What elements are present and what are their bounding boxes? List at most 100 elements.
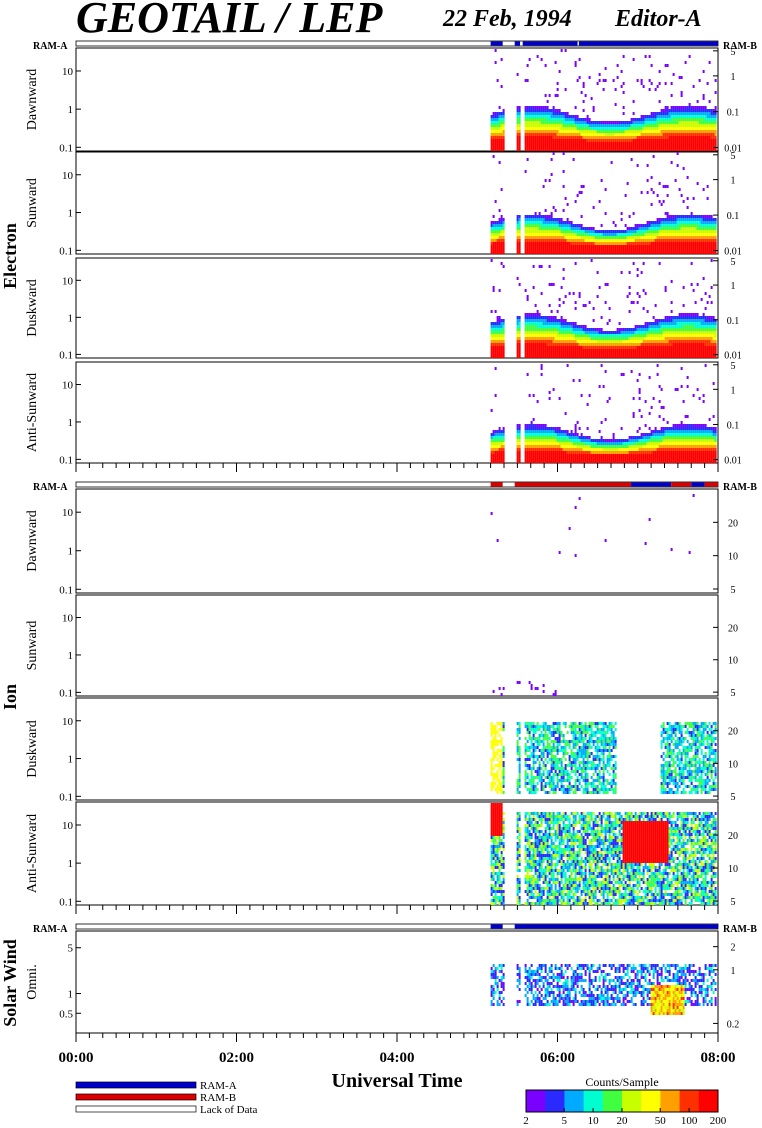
spectrogram-cell	[684, 322, 687, 325]
spectrogram-cell	[674, 233, 677, 236]
spectrogram-cell	[546, 346, 549, 349]
right-tick-label: 1	[731, 176, 736, 187]
spectrogram-cell	[714, 331, 717, 334]
spectrogram-cell	[606, 245, 609, 248]
spectrogram-cell	[498, 439, 501, 442]
spectrogram-cell	[530, 349, 533, 352]
spectrogram-cell	[516, 248, 519, 251]
spectrogram-cell	[492, 133, 495, 136]
spectrogram-cell	[564, 221, 567, 224]
spectrogram-cell	[548, 445, 551, 448]
spectrogram-cell	[516, 346, 519, 349]
spectrogram-cell	[644, 355, 647, 358]
spectrogram-cell	[584, 118, 587, 121]
spectrogram-cell	[680, 236, 683, 239]
spectrogram-cell	[668, 133, 671, 136]
spectrogram-cell	[540, 349, 543, 352]
spectrogram-cell	[668, 230, 671, 233]
spectrogram-cell	[542, 148, 545, 151]
spectrogram-cell	[604, 331, 607, 334]
spectrogram-cell	[598, 148, 601, 151]
spectrogram-cell	[684, 221, 687, 224]
spectrogram-cell	[524, 346, 527, 349]
spectrogram-cell	[622, 91, 625, 94]
spectrogram-cell	[534, 121, 537, 124]
spectrogram-cell	[702, 97, 705, 100]
spectrogram-cell	[646, 352, 649, 355]
spectrogram-cell	[696, 328, 699, 331]
spectrogram-cell	[548, 328, 551, 331]
spectrogram-cell	[556, 145, 559, 148]
spectrogram-cell	[596, 340, 599, 343]
spectrogram-cell	[686, 215, 689, 218]
spectrogram-cell	[706, 230, 709, 233]
spectrogram-cell	[592, 307, 595, 310]
spectrogram-cell	[606, 331, 609, 334]
spectrogram-cell	[666, 127, 669, 130]
spectrogram-cell	[624, 328, 627, 331]
spectrogram-cell	[556, 139, 559, 142]
spectrogram-cell	[600, 454, 603, 457]
spectrogram-cell	[554, 439, 557, 442]
spectrogram-cell	[546, 245, 549, 248]
spectrogram-cell	[704, 221, 707, 224]
spectrogram-cell	[572, 236, 575, 239]
spectrogram-cell	[546, 121, 549, 124]
spectrogram-cell	[680, 242, 683, 245]
spectrogram-cell	[638, 349, 641, 352]
spectrogram-cell	[684, 224, 687, 227]
spectrogram-cell	[542, 215, 545, 218]
spectrogram-cell	[540, 115, 543, 118]
spectrogram-cell	[596, 248, 599, 251]
spectrogram-cell	[606, 133, 609, 136]
spectrogram-cell	[616, 148, 619, 151]
spectrogram-cell	[524, 142, 527, 145]
spectrogram-cell	[624, 148, 627, 151]
spectrogram-cell	[642, 145, 645, 148]
spectrogram-cell	[556, 118, 559, 121]
spectrogram-cell	[516, 316, 519, 319]
spectrogram-cell	[710, 230, 713, 233]
spectrogram-cell	[598, 248, 601, 251]
spectrogram-cell	[564, 337, 567, 340]
spectrogram-cell	[652, 230, 655, 233]
spectrogram-cell	[564, 139, 567, 142]
spectrogram-cell	[652, 227, 655, 230]
spectrogram-cell	[698, 248, 701, 251]
spectrogram-cell	[536, 322, 539, 325]
spectrogram-cell	[552, 322, 555, 325]
spectrogram-cell	[666, 130, 669, 133]
spectrogram-cell	[698, 227, 701, 230]
spectrogram-cell	[614, 127, 617, 130]
spectrogram-cell	[532, 148, 535, 151]
spectrogram-cell	[502, 457, 505, 460]
spectrogram-cell	[528, 316, 531, 319]
spectrogram-cell	[624, 136, 627, 139]
spectrogram-cell	[576, 448, 579, 451]
spectrogram-cell	[646, 236, 649, 239]
spectrogram-cell	[492, 136, 495, 139]
spectrogram-cell	[664, 64, 667, 67]
spectrogram-cell	[678, 136, 681, 139]
spectrogram-cell	[612, 439, 615, 442]
spectrogram-cell	[494, 310, 497, 313]
spectrogram-cell	[604, 340, 607, 343]
spectrogram-cell	[574, 430, 577, 433]
spectrogram-cell	[600, 142, 603, 145]
spectrogram-cell	[680, 245, 683, 248]
spectrogram-cell	[664, 109, 667, 112]
spectrogram-cell	[604, 130, 607, 133]
spectrogram-cell	[554, 133, 557, 136]
spectrogram-cell	[598, 337, 601, 340]
spectrogram-cell	[502, 242, 505, 245]
spectrogram-cells	[490, 49, 717, 151]
spectrogram-cell	[672, 148, 675, 151]
spectrogram-cell	[638, 334, 641, 337]
spectrogram-cell	[574, 307, 577, 310]
spectrogram-cell	[636, 343, 639, 346]
spectrogram-cell	[562, 328, 565, 331]
spectrogram-cell	[552, 427, 555, 430]
spectrogram-cell	[584, 148, 587, 151]
spectrogram-cell	[592, 248, 595, 251]
spectrogram-cell	[664, 248, 667, 251]
